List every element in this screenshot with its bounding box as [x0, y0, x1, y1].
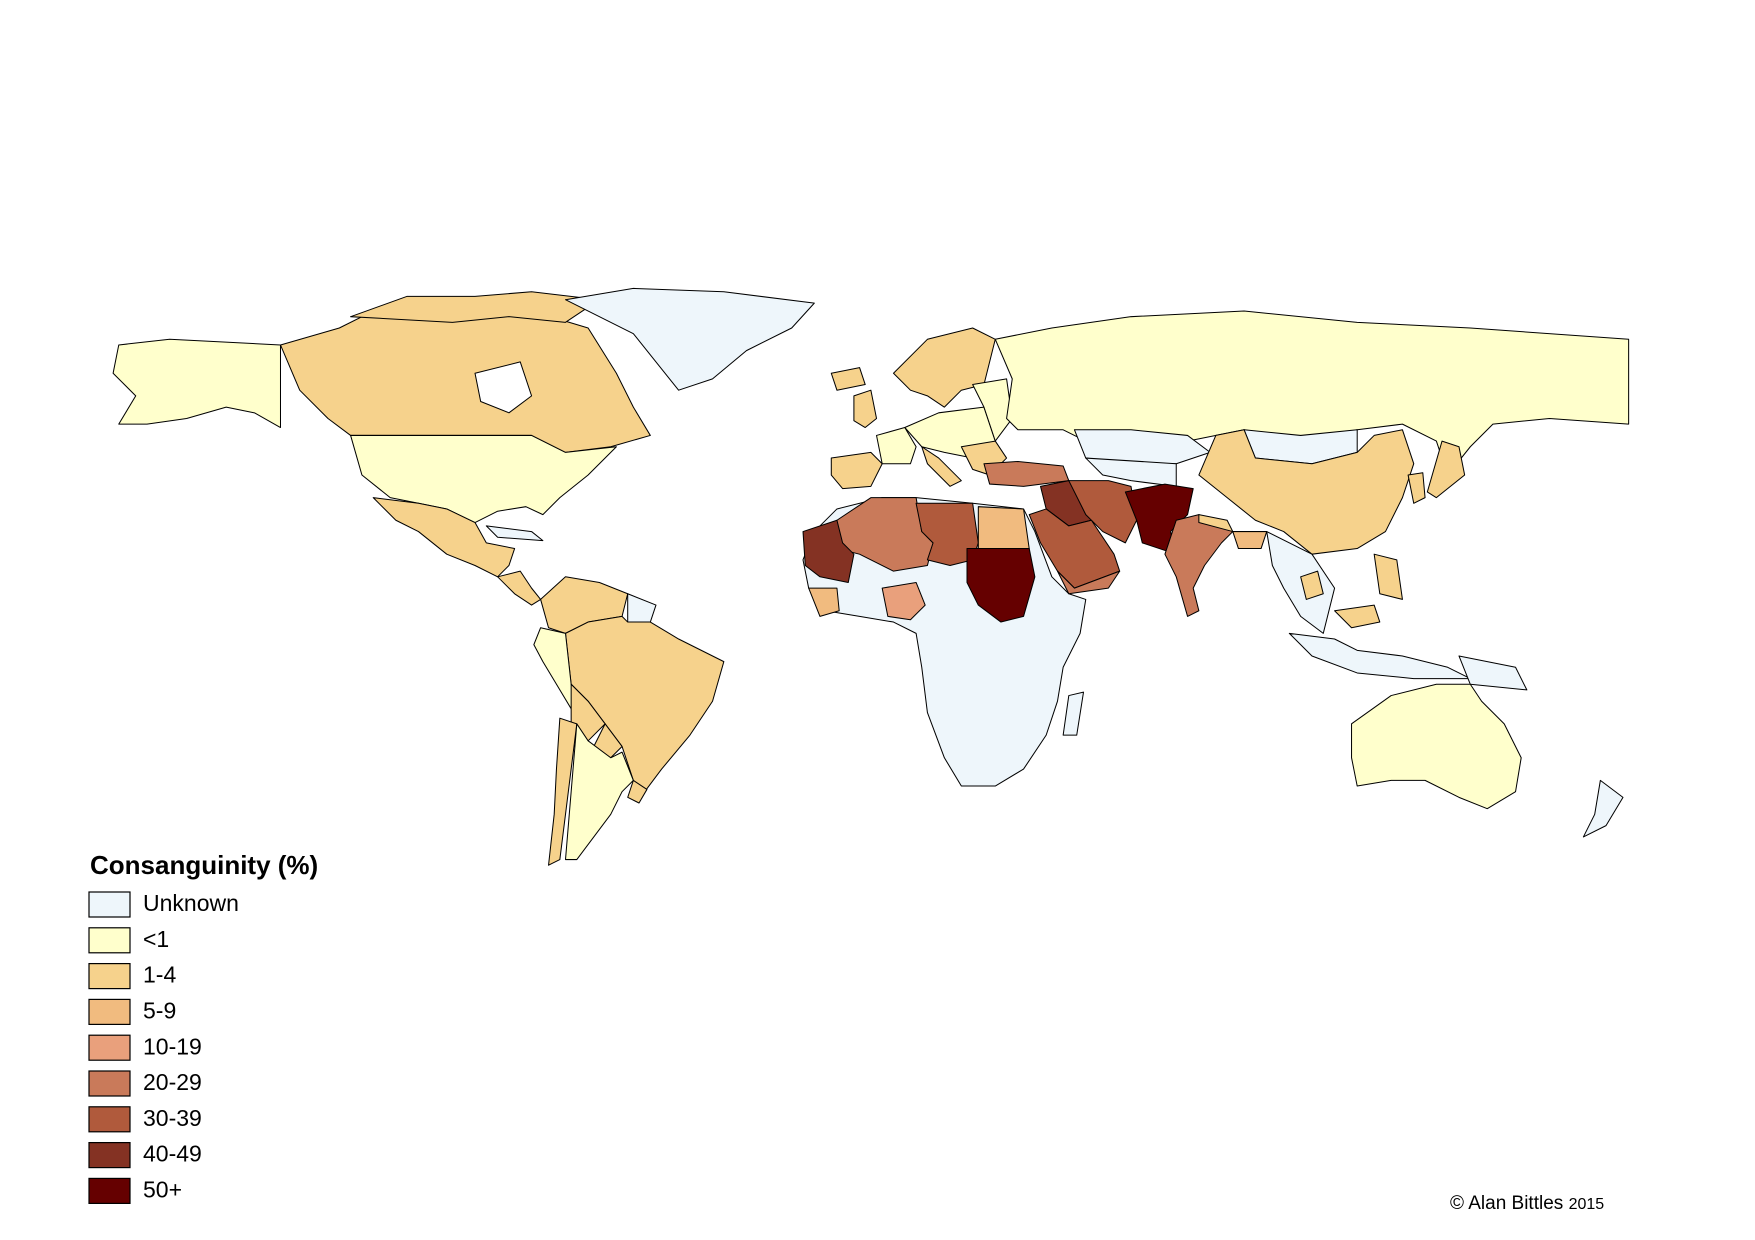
- alaska: [112, 338, 281, 429]
- nigeria: [881, 581, 926, 621]
- southeast-asia: [1266, 531, 1336, 634]
- legend-label: <1: [143, 926, 169, 952]
- bangladesh: [1232, 531, 1268, 550]
- indonesia: [1288, 632, 1471, 680]
- italy: [921, 446, 962, 487]
- afghanistan-pakistan: [1124, 483, 1194, 555]
- legend-label: 20-29: [143, 1069, 202, 1095]
- legend-swatch: [88, 1106, 131, 1133]
- legend-swatch: [88, 927, 131, 954]
- legend-swatch: [88, 1141, 131, 1169]
- chile: [548, 717, 578, 866]
- thailand: [1300, 570, 1324, 600]
- legend-label: 30-39: [143, 1105, 202, 1131]
- legend-label: 5-9: [143, 997, 176, 1023]
- senegal-guinea: [808, 587, 840, 617]
- legend-swatch: [88, 1034, 131, 1061]
- china: [1198, 429, 1415, 555]
- arctic-islands: [350, 291, 600, 323]
- credit-year: 2015: [1569, 1196, 1605, 1213]
- hudson-bay: [474, 361, 533, 414]
- madagascar: [1062, 691, 1085, 736]
- philippines: [1373, 553, 1403, 600]
- france: [876, 427, 917, 465]
- iceland: [830, 367, 866, 391]
- central-america: [497, 570, 542, 606]
- mauritania: [802, 519, 855, 583]
- legend-swatch: [88, 962, 131, 990]
- legend-swatch: [88, 1177, 131, 1205]
- legend-label: 40-49: [143, 1141, 202, 1167]
- new-guinea: [1458, 655, 1528, 691]
- legend-title: Consanguinity (%): [90, 850, 318, 880]
- central-asia: [1085, 457, 1177, 487]
- usa: [350, 434, 617, 524]
- egypt: [977, 506, 1030, 550]
- legend-label: 50+: [143, 1176, 182, 1202]
- australia: [1351, 683, 1522, 810]
- legend-swatch: [88, 998, 131, 1026]
- scandinavia: [892, 327, 996, 408]
- legend-label: 10-19: [143, 1033, 202, 1059]
- malaysia: [1334, 604, 1381, 629]
- legend-swatch: [88, 1070, 131, 1097]
- korea: [1407, 472, 1426, 504]
- credit-text: © Alan Bittles: [1450, 1193, 1563, 1214]
- uk: [853, 389, 878, 429]
- new-zealand: [1582, 779, 1624, 838]
- japan: [1426, 440, 1466, 499]
- iran: [1068, 480, 1138, 544]
- eastern-europe: [972, 378, 1013, 442]
- legend-label: 1-4: [143, 962, 176, 988]
- credit: © Alan Bittles 2015: [1450, 1193, 1604, 1214]
- argentina: [564, 723, 634, 861]
- mexico: [372, 497, 516, 578]
- cuba: [485, 525, 544, 542]
- libya: [915, 502, 979, 567]
- india: [1164, 514, 1234, 617]
- world-map: [112, 287, 1630, 866]
- saudi-arabia: [1028, 508, 1121, 589]
- legend-label: Unknown: [143, 890, 239, 916]
- sudan: [966, 548, 1036, 623]
- uruguay: [627, 779, 648, 804]
- canada: [279, 299, 651, 453]
- greenland: [564, 287, 815, 391]
- turkey: [983, 460, 1070, 487]
- iberia: [830, 451, 883, 490]
- guianas: [627, 593, 657, 623]
- legend: Unknown <1 1-4 5-9 10-19 20-29 30-39 40-49 50+: [88, 890, 239, 1205]
- legend-swatch: [88, 891, 131, 918]
- yemen-oman: [1056, 570, 1121, 595]
